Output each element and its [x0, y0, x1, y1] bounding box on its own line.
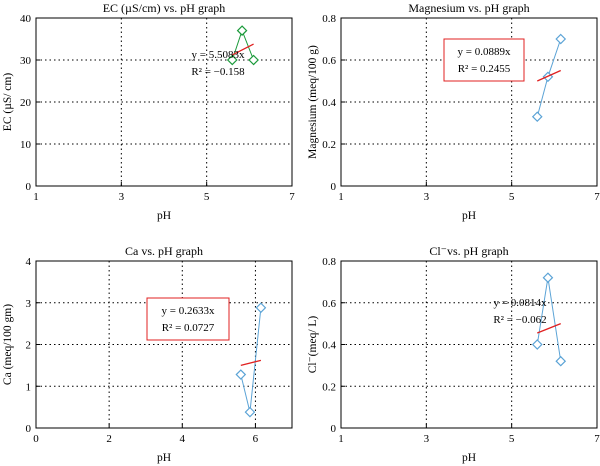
y-tick-label: 10 — [20, 139, 32, 151]
series-line — [240, 307, 262, 413]
data-point — [248, 54, 259, 66]
x-tick-label: 5 — [509, 433, 515, 445]
x-tick-label: 7 — [594, 433, 600, 445]
y-axis-label: Magnesium (meq/100 g) — [307, 45, 319, 159]
y-tick-label: 2 — [26, 340, 32, 352]
x-axis-label: pH — [157, 452, 171, 464]
x-tick-label: 6 — [253, 433, 259, 445]
chart-title: Ca vs. pH graph — [125, 244, 203, 258]
y-tick-label: 30 — [20, 55, 32, 67]
r-squared-text: R² = −0.158 — [191, 66, 245, 78]
x-tick-label: 5 — [509, 191, 515, 203]
y-tick-label: 0 — [26, 423, 32, 435]
y-tick-label: 0 — [331, 181, 337, 193]
chart-panel-2: 1 3 5 7 0 0.2 0.4 0.6 0.8 Magnesium vs. pH graph p… — [307, 1, 600, 222]
y-tick-label: 0.2 — [322, 139, 336, 151]
x-tick-label: 1 — [338, 191, 344, 203]
y-axis-label: Cl⁻(meq/ L) — [307, 316, 319, 374]
data-point — [555, 33, 567, 45]
y-axis-label: EC (µS/ cm) — [2, 73, 14, 132]
chart-panel-4: 1 3 5 7 0 0.2 0.4 0.6 0.8 Cl⁻vs. pH graph pH Cl⁻(me… — [307, 244, 600, 464]
chart-title: Magnesium vs. pH graph — [408, 1, 529, 15]
x-tick-label: 3 — [424, 191, 430, 203]
y-tick-label: 20 — [20, 97, 32, 109]
x-axis-label: pH — [462, 210, 476, 222]
equation-text: y = 5.5083x — [192, 49, 245, 61]
trendline — [240, 359, 262, 367]
x-tick-label: 1 — [338, 433, 344, 445]
data-point — [244, 406, 256, 418]
y-tick-label: 0.8 — [322, 256, 336, 268]
equation-box — [443, 38, 525, 82]
equation-box — [146, 297, 230, 341]
x-axis-label: pH — [462, 452, 476, 464]
y-tick-label: 0.4 — [322, 97, 336, 109]
x-tick-label: 7 — [594, 191, 600, 203]
x-tick-label: 2 — [106, 433, 112, 445]
y-tick-label: 0 — [26, 181, 32, 193]
x-tick-label: 3 — [424, 433, 430, 445]
x-tick-label: 5 — [204, 191, 210, 203]
data-point — [235, 369, 247, 380]
y-tick-label: 0.6 — [322, 55, 336, 67]
r-squared-text: R² = −0.062 — [493, 314, 546, 326]
r-squared-text: R² = 0.2455 — [458, 63, 511, 75]
x-tick-label: 7 — [289, 191, 295, 203]
chart-title: EC (µS/cm) vs. pH graph — [103, 1, 226, 15]
x-tick-label: 1 — [33, 191, 39, 203]
chart-panel-1: 1 3 5 7 0 10 20 30 40 EC (µS/cm) vs. pH graph pH EC… — [2, 1, 295, 222]
x-tick-label: 4 — [180, 433, 186, 445]
y-tick-label: 0.8 — [322, 13, 336, 25]
data-point — [226, 54, 238, 66]
plot-frame — [35, 260, 293, 429]
data-point — [555, 355, 567, 367]
y-axis-label: Ca (meq/100 gm) — [2, 304, 14, 385]
y-tick-label: 0.6 — [322, 298, 336, 310]
y-tick-label: 3 — [26, 298, 32, 310]
equation-text: y = 0.0814x — [494, 297, 547, 309]
x-tick-label: 3 — [119, 191, 125, 203]
y-tick-label: 0 — [331, 423, 337, 435]
y-tick-label: 1 — [26, 381, 32, 393]
data-point — [255, 302, 267, 314]
trendline — [537, 69, 561, 82]
data-point — [236, 25, 248, 36]
data-point — [531, 111, 543, 123]
data-point — [531, 339, 543, 350]
y-tick-label: 4 — [26, 256, 32, 268]
y-tick-label: 40 — [20, 13, 32, 25]
x-tick-label: 0 — [33, 433, 39, 445]
y-tick-label: 0.4 — [322, 340, 336, 352]
chart-title: Cl⁻vs. pH graph — [429, 244, 508, 258]
plot-frame — [35, 17, 293, 187]
x-axis-label: pH — [157, 210, 171, 222]
equation-text: y = 0.2633x — [162, 305, 215, 317]
y-tick-label: 0.2 — [322, 381, 336, 393]
chart-panel-3: 0 2 4 6 0 1 2 3 4 Ca vs. pH graph pH Ca (meq/100 gm… — [2, 244, 293, 464]
trendline — [231, 43, 254, 56]
data-point — [542, 272, 554, 284]
equation-text: y = 0.0889x — [458, 46, 511, 58]
r-squared-text: R² = 0.0727 — [162, 322, 215, 334]
trendline — [537, 323, 561, 334]
